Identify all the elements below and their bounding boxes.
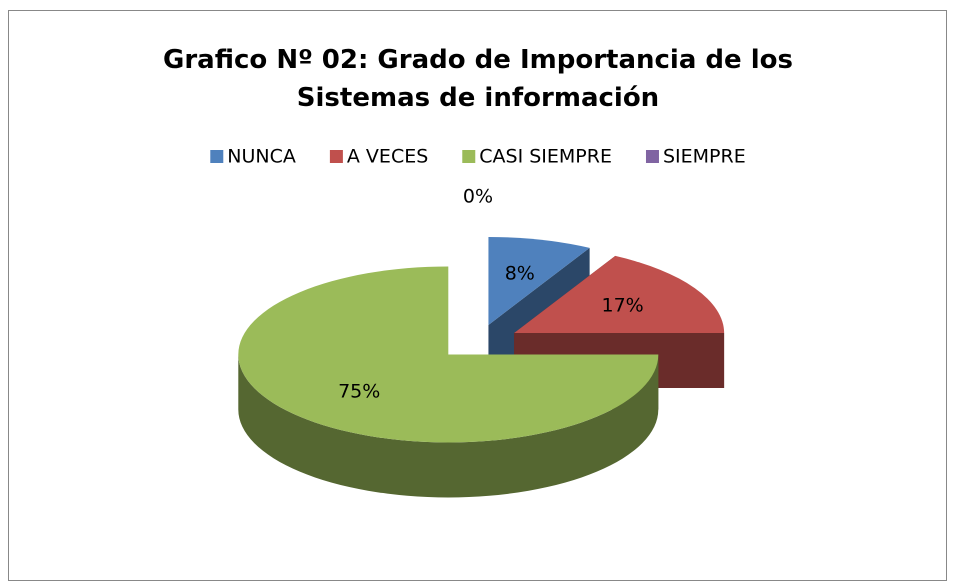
legend-swatch xyxy=(210,150,224,163)
data-label: 8% xyxy=(505,262,535,284)
slice-side xyxy=(488,247,590,380)
legend-label: SIEMPRE xyxy=(663,146,746,168)
slice-side xyxy=(238,354,659,498)
slice xyxy=(238,266,659,443)
chart-title: Grafico Nº 02: Grado de Importancia de l… xyxy=(163,45,793,113)
legend-label: A VECES xyxy=(347,146,428,168)
data-label: 75% xyxy=(338,380,380,402)
legend-swatch xyxy=(329,150,343,163)
legend-label: CASI SIEMPRE xyxy=(479,146,612,168)
legend-swatch xyxy=(462,150,476,163)
slice xyxy=(514,255,725,334)
legend-swatch xyxy=(645,150,659,163)
legend: NUNCA A VECES CASI SIEMPRE SIEMPRE xyxy=(210,146,746,168)
slice xyxy=(488,236,590,325)
pie-tops xyxy=(238,236,725,443)
legend-label: NUNCA xyxy=(227,146,296,168)
data-label: 0% xyxy=(463,185,493,207)
data-label: 17% xyxy=(601,295,643,317)
